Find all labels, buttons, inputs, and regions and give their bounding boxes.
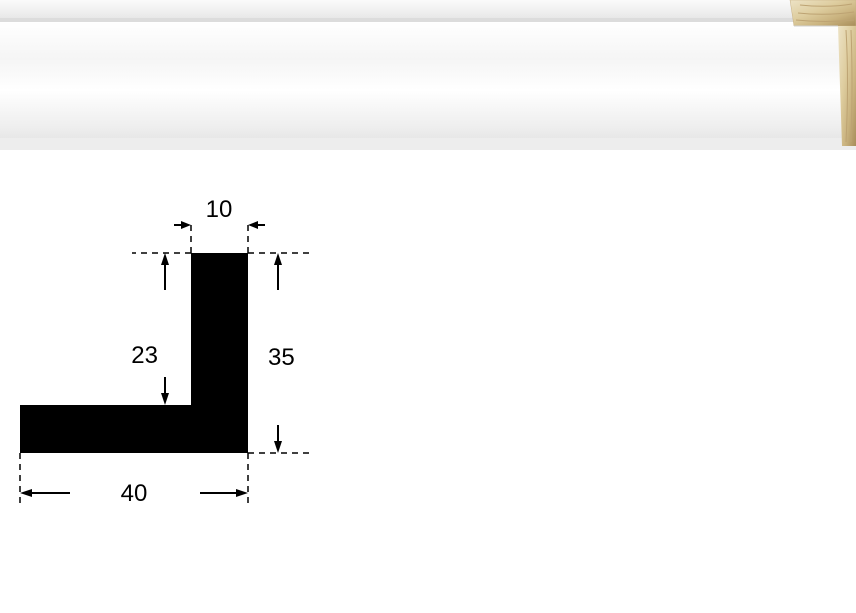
top-groove xyxy=(0,18,856,22)
dim-total-height: 35 xyxy=(268,344,295,371)
dim-35-arrow-bot xyxy=(274,441,282,453)
dim-step-height: 23 xyxy=(131,342,158,369)
dim-total-width: 40 xyxy=(121,480,148,507)
dim-40-arrow-l xyxy=(20,489,32,497)
dim-23-arrow-top xyxy=(161,253,169,265)
dim-10-arrow-r xyxy=(248,221,258,229)
frame-face xyxy=(0,22,856,146)
frame-moulding-photo xyxy=(0,0,856,158)
top-strip xyxy=(0,0,856,18)
photo-bg xyxy=(0,150,856,158)
profile-svg: 10 23 35 40 xyxy=(10,195,350,535)
frame-photo-svg xyxy=(0,0,856,158)
profile-diagram: 10 23 35 40 xyxy=(10,195,350,535)
dim-40-arrow-r xyxy=(236,489,248,497)
dim-35-arrow-top xyxy=(274,253,282,265)
bottom-shadow xyxy=(0,138,856,152)
dim-10-arrow-l xyxy=(181,221,191,229)
dim-23-arrow-bot xyxy=(161,393,169,405)
dim-top-width: 10 xyxy=(206,196,233,223)
